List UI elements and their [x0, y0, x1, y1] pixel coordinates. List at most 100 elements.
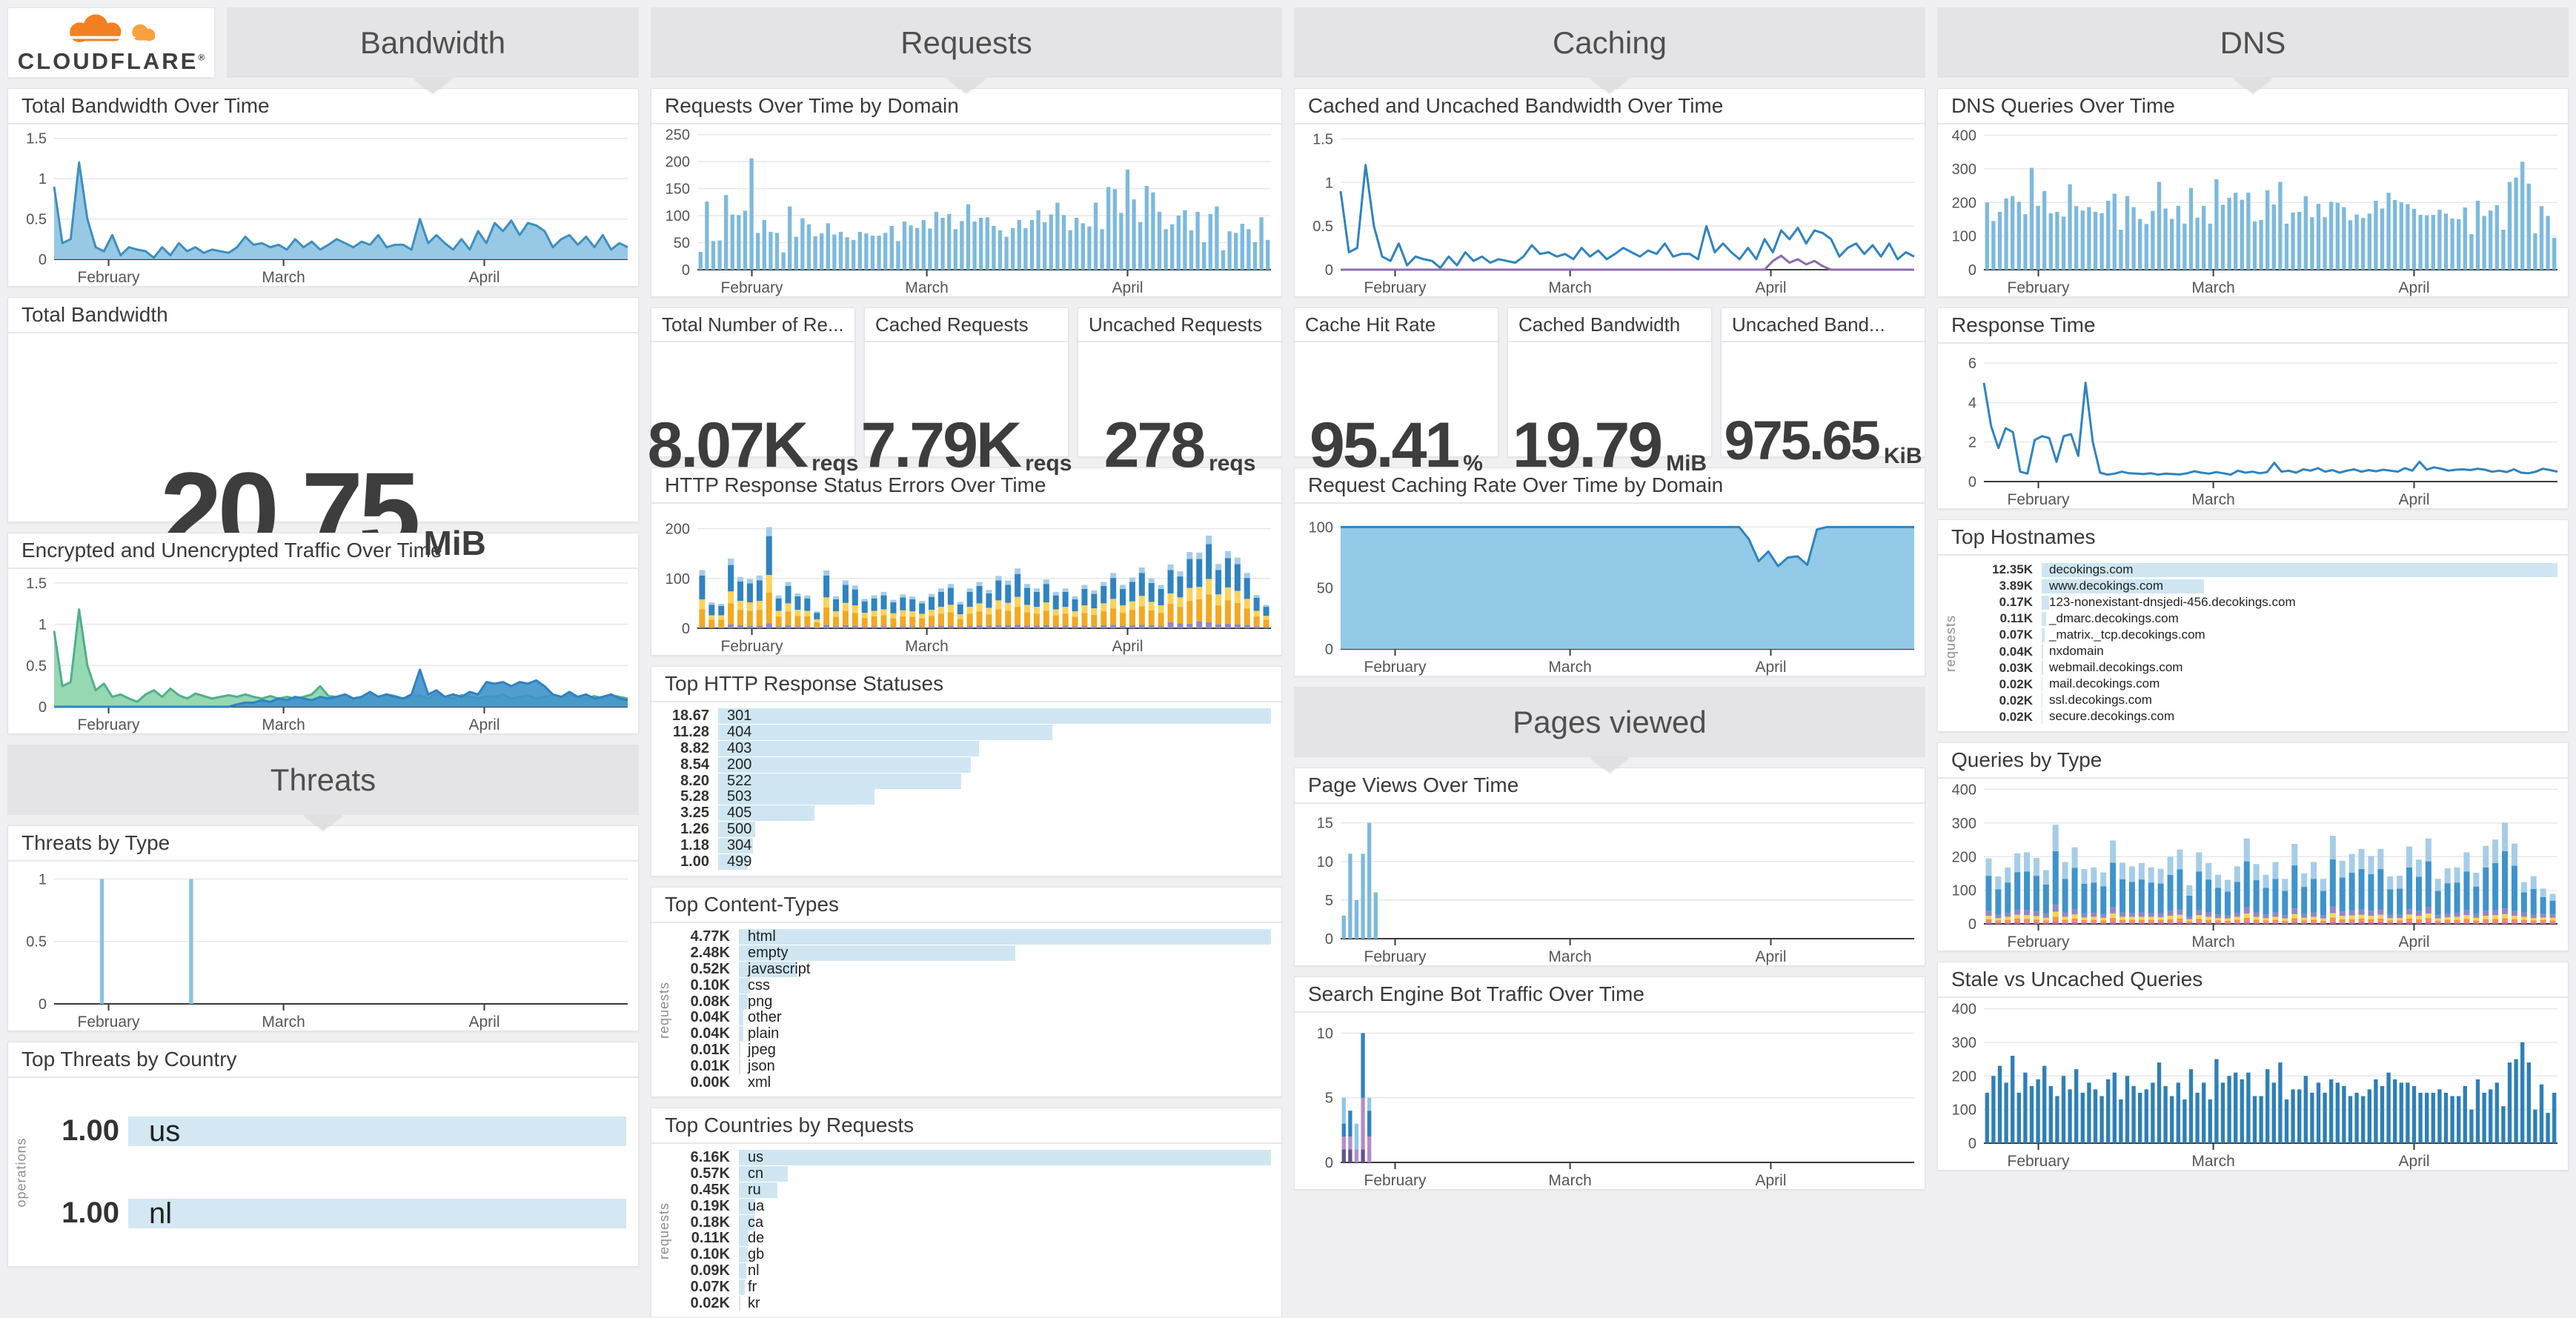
row-value: 3.25: [680, 805, 709, 822]
svg-text:200: 200: [665, 522, 690, 538]
list-row: 0.01K json: [675, 1057, 1271, 1074]
row-label: fr: [748, 1278, 757, 1295]
list-row: 0.02K kr: [675, 1294, 1271, 1311]
svg-text:300: 300: [1952, 162, 1976, 178]
svg-text:March: March: [905, 638, 948, 655]
list-row: 0.07K _matrix._tcp.decokings.com: [1962, 628, 2557, 642]
svg-text:March: March: [262, 716, 305, 733]
row-label: html: [748, 928, 776, 945]
row-value: 0.02K: [690, 1294, 730, 1311]
row-bar: [718, 725, 1052, 741]
panel-total-bandwidth-over-time: Total Bandwidth Over Time 0 0.5 1 1.5 Februa…: [7, 88, 639, 287]
axis-label: requests: [1943, 614, 1959, 673]
svg-text:February: February: [2008, 279, 2071, 296]
http-response-status-errors-chart: 0 100 200 February March April: [651, 504, 1281, 655]
svg-text:March: March: [2191, 279, 2234, 296]
row-bar: [718, 853, 748, 870]
svg-text:200: 200: [1952, 849, 1976, 865]
row-label: xml: [748, 1074, 771, 1091]
row-bar: [739, 1026, 744, 1042]
cached-uncached-bandwidth-chart: 0 0.5 1 1.5 February March April: [1295, 124, 1925, 296]
panel-title: Request Caching Rate Over Time by Domain: [1295, 468, 1925, 504]
row-label: 403: [727, 739, 752, 756]
svg-text:April: April: [2398, 279, 2429, 296]
svg-text:0: 0: [682, 621, 690, 637]
svg-text:0: 0: [39, 252, 47, 268]
svg-text:5: 5: [1325, 893, 1333, 909]
list-row: 0.57K cn: [675, 1165, 1271, 1182]
row-label: json: [748, 1057, 775, 1074]
caching-stat-cards: Cache Hit Rate 95.41 % Cached Bandwidth …: [1294, 307, 1925, 477]
row-value: 8.82: [680, 739, 709, 756]
stat-unit: reqs: [811, 451, 859, 476]
row-label: ca: [748, 1214, 764, 1231]
panel-total-bandwidth: Total Bandwidth 20.75 MiB: [7, 297, 639, 567]
svg-text:March: March: [2191, 933, 2234, 951]
panel-title: HTTP Response Status Errors Over Time: [651, 468, 1281, 504]
svg-text:4: 4: [1968, 395, 1976, 411]
section-header-pages-viewed: Pages viewed: [1294, 687, 1925, 773]
row-label: us: [149, 1114, 181, 1148]
row-bar: [128, 1198, 626, 1228]
brand-name: CLOUDFLARE®: [17, 48, 205, 74]
svg-text:1: 1: [39, 171, 47, 187]
list-row: 11.28 404: [654, 724, 1271, 741]
stat-card-cached-requests: Cached Requests 7.79K reqs: [861, 307, 1072, 477]
row-value: 0.02K: [1999, 676, 2033, 691]
panel-title: Stale vs Uncached Queries: [1938, 962, 2568, 998]
svg-text:0.5: 0.5: [1312, 219, 1333, 235]
row-value: 8.20: [680, 772, 709, 789]
list-row: 5.28 503: [654, 788, 1271, 805]
svg-text:10: 10: [1317, 854, 1333, 871]
row-value: 0.02K: [1999, 693, 2033, 708]
section-header-bandwidth: Bandwidth: [227, 7, 639, 93]
stat-card-title: Cached Bandwidth: [1508, 308, 1711, 342]
stat-unit: reqs: [1025, 451, 1072, 476]
svg-text:April: April: [2398, 933, 2429, 951]
row-value: 0.17K: [1999, 595, 2033, 610]
svg-text:0.5: 0.5: [26, 658, 47, 674]
stat-card-title: Uncached Requests: [1078, 308, 1281, 342]
stat-card-total-requests: Total Number of Re... 8.07K reqs: [648, 307, 858, 477]
svg-text:100: 100: [1952, 883, 1976, 899]
column-bandwidth: CLOUDFLARE® Bandwidth Total Bandwidth Ov…: [7, 7, 639, 1318]
row-value: 1.00: [62, 1114, 119, 1147]
row-bar: [718, 708, 1271, 725]
response-time-chart: 0 2 4 6 February March April: [1938, 344, 2568, 508]
row-bar: [2042, 562, 2557, 577]
list-row: 0.10K css: [675, 977, 1271, 994]
svg-text:400: 400: [1952, 782, 1976, 799]
registered-mark: ®: [198, 52, 205, 63]
row-value: 12.35K: [1992, 562, 2033, 577]
list-row: 0.04K nxdomain: [1962, 645, 2557, 659]
stat: 278 reqs: [1078, 342, 1281, 477]
svg-text:February: February: [1364, 1172, 1427, 1189]
svg-text:February: February: [2008, 933, 2071, 951]
panel-title: Search Engine Bot Traffic Over Time: [1295, 977, 1925, 1013]
row-bar: [739, 1058, 740, 1074]
panel-title: Top Countries by Requests: [651, 1108, 1281, 1144]
stat: 7.79K reqs: [861, 342, 1072, 477]
row-label: _matrix._tcp.decokings.com: [2049, 627, 2205, 642]
top-http-response-statuses-list: 18.67 301 11.28 404 8.82 403 8.54 200 8.20 522 5.2…: [651, 702, 1281, 876]
row-value: 4.77K: [690, 928, 730, 945]
row-value: 2.48K: [690, 945, 730, 962]
svg-text:0: 0: [1325, 642, 1333, 658]
row-value: 0.04K: [690, 1025, 730, 1042]
row-bar: [718, 740, 980, 756]
row-label: www.decokings.com: [2049, 578, 2164, 593]
row-label: 499: [727, 853, 752, 870]
section-title: Caching: [1552, 24, 1667, 60]
row-label: empty: [748, 945, 789, 962]
row-label: nl: [748, 1262, 760, 1279]
row-value: 1.00: [62, 1196, 119, 1229]
row-value: 0.03K: [1999, 660, 2033, 675]
list-row: 1.18 304: [654, 837, 1271, 853]
list-row: 3.25 405: [654, 805, 1271, 822]
svg-text:April: April: [1112, 638, 1143, 655]
svg-text:400: 400: [1952, 1002, 1976, 1018]
panel-top-http-response-statuses: Top HTTP Response Statuses 18.67 301 11.28…: [651, 666, 1282, 876]
row-value: 11.28: [673, 724, 709, 741]
list-row: 0.45K ru: [675, 1182, 1271, 1198]
panel-requests-over-time: Requests Over Time by Domain 0 50 100 150 20…: [651, 88, 1282, 297]
